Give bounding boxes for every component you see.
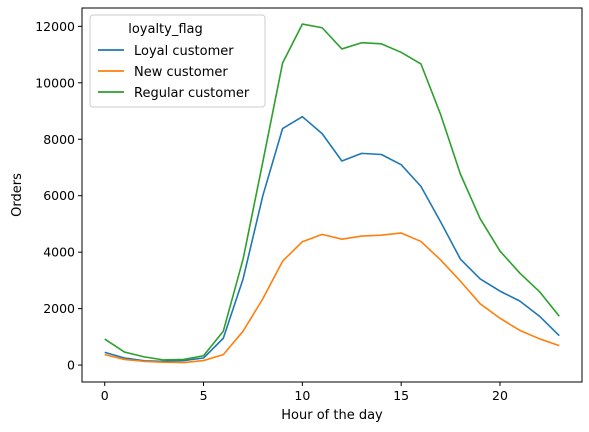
series-lines [104, 23, 560, 364]
y-axis-ticks: 0 2000 4000 6000 8000 10000 12000 [35, 19, 82, 373]
legend-entry-label: Regular customer [134, 86, 250, 101]
x-tick-label: 0 [101, 388, 109, 403]
y-tick-label: 12000 [35, 19, 75, 34]
x-tick-label: 10 [294, 388, 310, 403]
series-line-loyal-customer [104, 115, 560, 363]
y-tick-label: 10000 [35, 75, 75, 90]
y-tick-label: 4000 [43, 245, 75, 260]
x-axis-label: Hour of the day [281, 408, 383, 423]
x-tick-label: 5 [200, 388, 208, 403]
x-tick-label: 15 [393, 388, 409, 403]
y-axis-label: Orders [10, 173, 25, 217]
plot-area [81, 7, 583, 383]
y-tick-label: 6000 [43, 188, 75, 203]
series-line-regular-customer [104, 23, 560, 361]
legend-entry-label: Loyal customer [134, 44, 234, 59]
y-tick-label: 2000 [43, 301, 75, 316]
y-tick-label: 8000 [43, 132, 75, 147]
y-tick-label: 0 [67, 358, 75, 373]
legend-entry-label: New customer [134, 65, 228, 80]
x-axis-ticks: 0 5 10 15 20 [101, 382, 508, 403]
legend-title: loyalty_flag [128, 22, 203, 37]
axes-frame [81, 7, 583, 383]
legend-box [89, 14, 266, 108]
x-tick-label: 20 [492, 388, 508, 403]
legend-entries: Loyal customer New customer Regular custom… [98, 44, 250, 101]
series-line-new-customer [104, 232, 560, 364]
legend: loyalty_flag Loyal customer New customer R… [89, 14, 266, 108]
